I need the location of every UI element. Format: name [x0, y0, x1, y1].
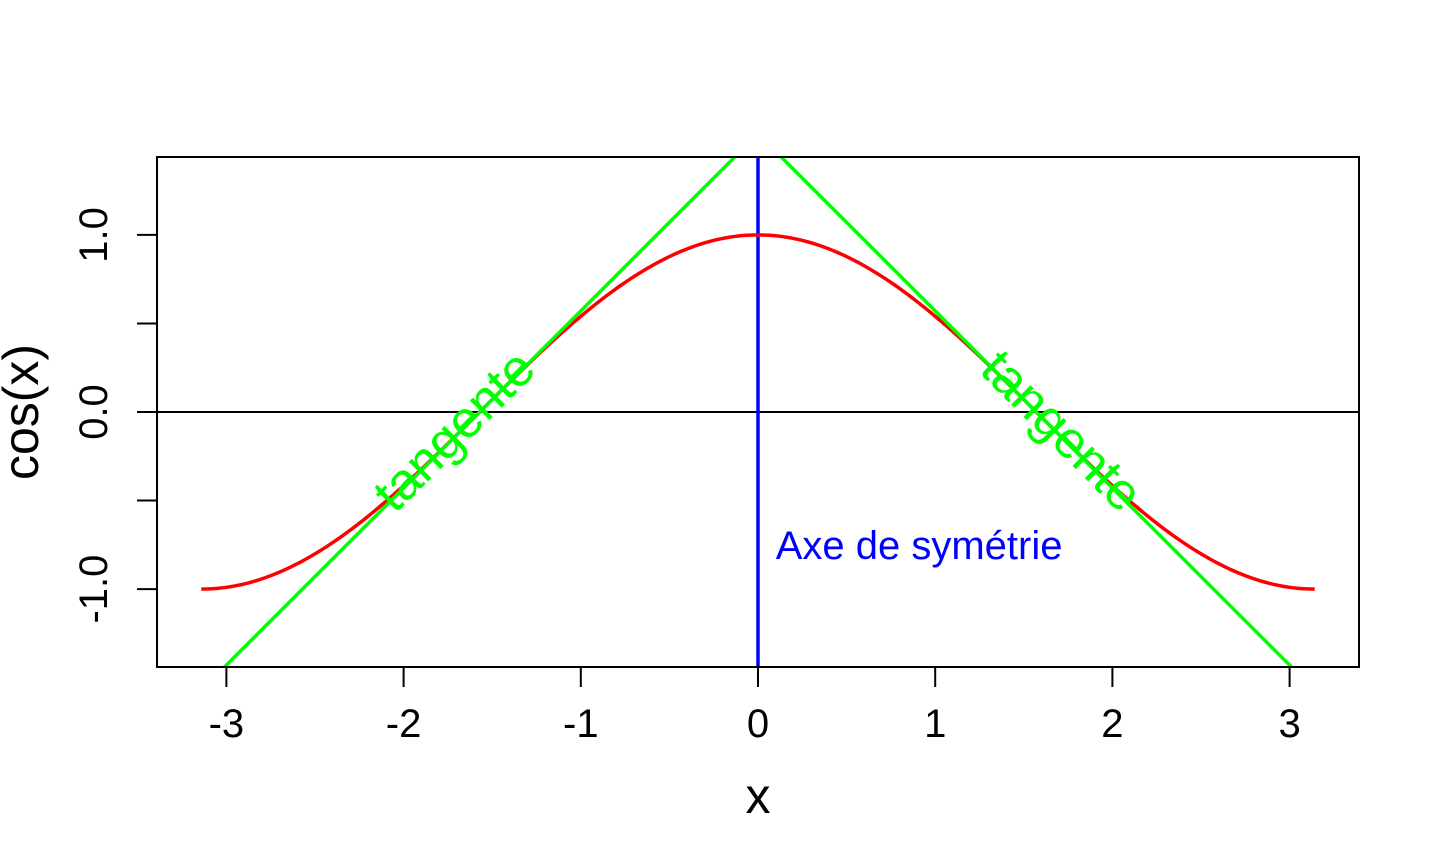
x-axis-title: x — [746, 768, 771, 824]
tangent-line-right — [778, 157, 1294, 667]
y-tick-label: -1.0 — [72, 555, 116, 624]
tangent-label: tangente — [362, 339, 546, 523]
tangent-label: tangente — [969, 339, 1153, 523]
x-tick-label: -2 — [386, 702, 422, 746]
x-tick-label: 1 — [924, 702, 946, 746]
x-tick-label: 3 — [1278, 702, 1300, 746]
x-tick-label: -3 — [209, 702, 245, 746]
y-tick-label: 1.0 — [72, 207, 116, 263]
y-axis: -1.0 0.0 1.0 — [72, 207, 158, 624]
x-tick-label: -1 — [563, 702, 599, 746]
tangent-line-left — [222, 157, 738, 667]
x-axis: -3 -2 -1 0 1 2 3 — [209, 666, 1301, 746]
symmetry-axis-label: Axe de symétrie — [776, 524, 1063, 568]
y-tick-label: 0.0 — [72, 384, 116, 440]
y-axis-title: cos(x) — [0, 344, 49, 480]
x-tick-label: 0 — [747, 702, 769, 746]
x-tick-label: 2 — [1101, 702, 1123, 746]
cosine-curve — [201, 233, 1315, 591]
